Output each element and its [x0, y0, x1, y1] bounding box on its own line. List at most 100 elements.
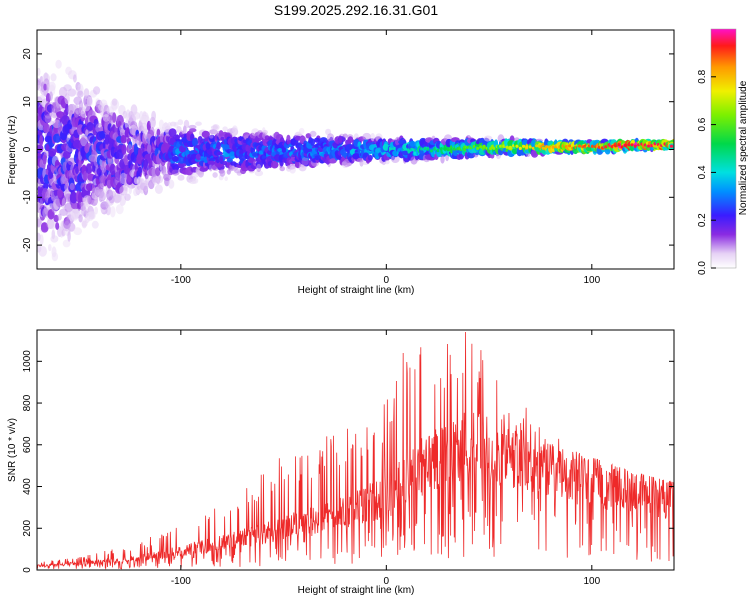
- spectrogram-cell: [168, 128, 177, 137]
- spectrogram-cell: [37, 144, 44, 153]
- spectrogram-cell: [189, 128, 197, 133]
- spectrogram-cell: [48, 244, 52, 252]
- spectrogram-cell: [347, 136, 354, 144]
- spectrogram-cell: [67, 222, 76, 232]
- spectrogram-ridge-cell: [492, 146, 496, 150]
- colorbar-tick-label: 0.4: [697, 165, 708, 179]
- spectrogram-ridge-cell: [604, 145, 608, 149]
- spectrogram-cell: [171, 156, 180, 162]
- spectrogram-ridge-cell: [443, 147, 447, 151]
- colorbar-tick-label: 0.8: [697, 69, 708, 83]
- spectrogram-cell: [298, 164, 307, 172]
- x-tick-label: -100: [171, 576, 191, 587]
- spectrogram-x-ticks: -100 0 100: [171, 30, 601, 286]
- spectrogram-cell: [201, 130, 210, 139]
- spectrogram-cell: [78, 100, 84, 111]
- spectrogram-cell: [212, 172, 218, 178]
- spectrogram-cell: [128, 185, 132, 195]
- spectrogram-cell: [64, 93, 70, 105]
- spectrogram-cell: [209, 134, 214, 139]
- spectrogram-cell: [367, 154, 373, 161]
- spectrogram-ridge-cell: [669, 144, 674, 148]
- spectrogram-ridge-cell: [482, 144, 486, 148]
- spectrogram-ridge-cell: [449, 148, 453, 152]
- spectrogram-cell: [384, 160, 390, 165]
- spectrogram-cell: [224, 176, 228, 181]
- spectrogram-cell: [81, 206, 87, 217]
- spectrogram-cell: [69, 191, 78, 204]
- spectrogram-cell: [115, 204, 124, 215]
- y-tick-label: 20: [22, 48, 33, 60]
- x-tick-label: 0: [384, 576, 390, 587]
- spectrogram-cell: [51, 252, 59, 262]
- spectrogram-cell: [483, 135, 493, 142]
- spectrogram-cell: [119, 194, 127, 206]
- spectrogram-cell: [177, 119, 184, 126]
- spectrogram-cell: [525, 152, 531, 158]
- spectrogram-cell: [55, 222, 60, 230]
- spectrogram-cell: [301, 157, 309, 166]
- spectrogram-cell: [151, 110, 157, 121]
- colorbar-tick-label: 0.2: [697, 213, 708, 227]
- figure-title: S199.2025.292.16.31.G01: [274, 2, 438, 18]
- spectrogram-x-label: Height of straight line (km): [298, 285, 415, 296]
- x-tick-label: 100: [583, 576, 600, 587]
- spectrogram-cell: [42, 154, 47, 165]
- spectrogram-cell: [45, 143, 50, 151]
- spectrogram-ridge-cell: [646, 144, 651, 148]
- spectrogram-cell: [82, 104, 91, 112]
- spectrogram-cell: [105, 204, 112, 216]
- spectrogram-cell: [218, 130, 224, 137]
- spectrogram-cell: [207, 160, 216, 165]
- snr-frame: [36, 329, 675, 571]
- spectrogram-cell: [57, 188, 64, 198]
- spectrogram-cell: [329, 158, 337, 164]
- spectrogram-cell: [133, 143, 138, 155]
- spectrogram-cell: [53, 214, 59, 223]
- spectrogram-cell: [37, 67, 41, 76]
- spectrogram-cell: [147, 143, 152, 154]
- spectrogram-cell: [52, 119, 62, 129]
- spectrogram-cell: [93, 86, 101, 95]
- spectrogram-cell: [183, 119, 190, 129]
- spectrogram-cell: [177, 174, 185, 181]
- spectrogram-cell: [97, 188, 104, 199]
- spectrogram-ridge-cell: [456, 147, 460, 151]
- spectrogram-cell: [192, 138, 198, 147]
- spectrogram-cell: [191, 177, 199, 184]
- x-tick-label: -100: [171, 275, 191, 286]
- spectrogram-cell: [370, 133, 376, 142]
- spectrogram-cell: [409, 140, 416, 147]
- spectrogram-cells: [37, 59, 674, 262]
- spectrogram-cell: [83, 88, 90, 100]
- spectrogram-cell: [73, 74, 77, 83]
- spectrogram-cell: [440, 154, 445, 164]
- spectrogram-ridge-cell: [429, 149, 434, 153]
- spectrogram-cell: [95, 123, 104, 134]
- colorbar-ticks: 0.0 0.2 0.4 0.6 0.8: [697, 69, 716, 275]
- spectrogram-ridge-cell: [479, 145, 483, 149]
- spectrogram-cell: [69, 182, 75, 191]
- spectrogram-cell: [281, 147, 287, 154]
- y-tick-label: 0: [22, 567, 33, 573]
- spectrogram-cell: [55, 59, 62, 69]
- colorbar: 0.0 0.2 0.4 0.6 0.8 Normalized spectral ampl…: [697, 28, 749, 275]
- spectrogram-cell: [120, 135, 127, 144]
- spectrogram-ridge-cell: [515, 144, 519, 148]
- spectrogram-ridge-cell: [525, 145, 529, 149]
- colorbar-gradient: [711, 29, 736, 268]
- y-tick-label: 0: [22, 146, 33, 152]
- spectrogram-cell: [398, 140, 407, 145]
- spectrogram-cell: [111, 98, 118, 106]
- spectrogram-ridge-cell: [627, 143, 631, 147]
- spectrogram-cell: [362, 132, 372, 141]
- spectrogram-cell: [43, 182, 49, 190]
- spectrogram-ridge-cell: [528, 145, 532, 149]
- spectrogram-y-label: Frequency (Hz): [7, 116, 18, 185]
- spectrogram-cell: [226, 169, 231, 175]
- spectrogram-cell: [94, 206, 98, 215]
- spectrogram-cell: [38, 245, 47, 257]
- spectrogram-cell: [310, 138, 315, 146]
